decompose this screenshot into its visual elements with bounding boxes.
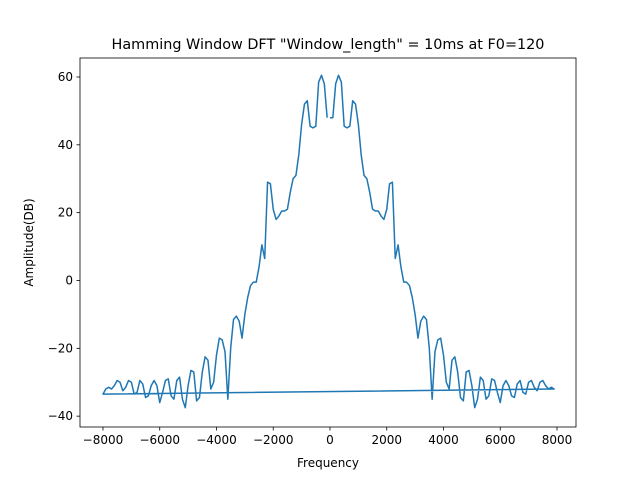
x-tick-label: 2000 xyxy=(371,433,402,447)
y-tick-label: 20 xyxy=(58,206,73,220)
y-tick-label: −40 xyxy=(48,409,73,423)
plot-frame xyxy=(79,57,577,428)
data-line xyxy=(102,74,555,409)
x-tick-label: 4000 xyxy=(428,433,459,447)
x-tick-label: 6000 xyxy=(485,433,516,447)
x-tick-label: −6000 xyxy=(139,433,180,447)
y-tick-label: 40 xyxy=(58,138,73,152)
x-tick-label: −4000 xyxy=(196,433,237,447)
x-axis-label: Frequency xyxy=(297,456,359,470)
x-tick-label: −8000 xyxy=(83,433,124,447)
y-tick-label: 60 xyxy=(58,70,73,84)
y-tick-label: −20 xyxy=(48,341,73,355)
x-tick-label: 8000 xyxy=(542,433,573,447)
x-tick-label: −2000 xyxy=(253,433,294,447)
x-tick-label: 0 xyxy=(326,433,334,447)
chart-title: Hamming Window DFT "Window_length" = 10m… xyxy=(112,37,545,53)
y-tick-label: 0 xyxy=(65,273,73,287)
y-axis-label: Amplitude(DB) xyxy=(22,198,36,286)
